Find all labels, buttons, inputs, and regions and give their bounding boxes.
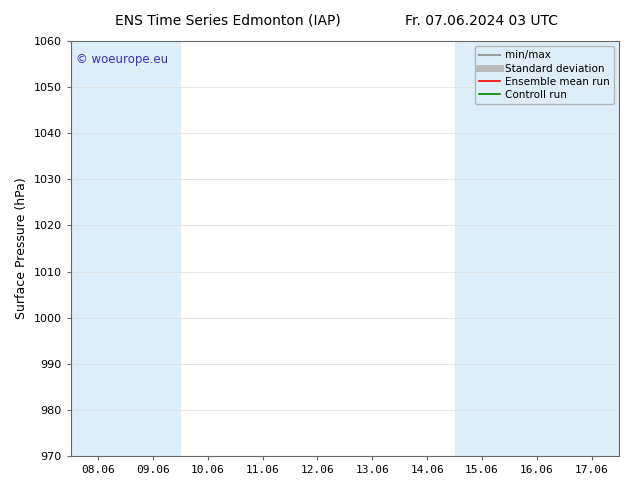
Legend: min/max, Standard deviation, Ensemble mean run, Controll run: min/max, Standard deviation, Ensemble me… [475,46,614,104]
Bar [455,41,619,456]
Text: ENS Time Series Edmonton (IAP): ENS Time Series Edmonton (IAP) [115,14,341,28]
Bar [71,41,180,456]
Text: © woeurope.eu: © woeurope.eu [76,53,168,67]
Y-axis label: Surface Pressure (hPa): Surface Pressure (hPa) [15,178,28,319]
Text: Fr. 07.06.2024 03 UTC: Fr. 07.06.2024 03 UTC [405,14,559,28]
